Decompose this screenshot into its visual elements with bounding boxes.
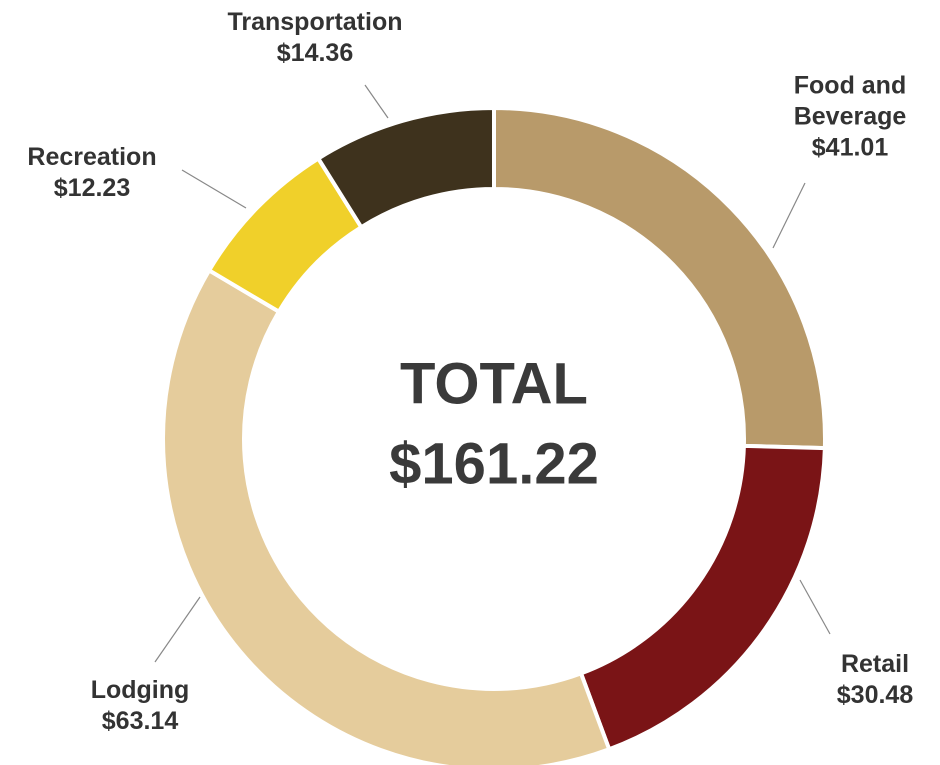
leader-line [799, 579, 831, 635]
center-value: $161.22 [389, 431, 599, 496]
slice-label: Retail $30.48 [795, 649, 940, 711]
leader-line [364, 84, 389, 119]
center-title: TOTAL [400, 351, 588, 416]
slice-label: Transportation $14.36 [195, 7, 435, 69]
value-label: $41.01 [811, 133, 889, 162]
leader-line [154, 596, 201, 663]
value-label: $63.14 [101, 707, 179, 735]
donut-slice [161, 267, 612, 765]
category-name: Lodging [90, 676, 190, 704]
category-name: Recreation [27, 143, 157, 171]
category-name: Retail [840, 650, 910, 678]
donut-slice [315, 105, 496, 230]
leader-line [181, 169, 247, 209]
value-label: $12.23 [53, 174, 131, 202]
donut-slice [578, 443, 827, 752]
slices [161, 105, 827, 765]
category-name: Transportation [227, 8, 403, 36]
slice-label: Recreation $12.23 [0, 142, 187, 204]
leader-line [772, 182, 806, 249]
value-label: $30.48 [836, 681, 914, 709]
slice-label: Food and Beverage $41.01 [775, 71, 925, 164]
slice-label: Lodging $63.14 [60, 675, 220, 737]
category-name: Food and Beverage [793, 71, 907, 131]
value-label: $14.36 [276, 39, 354, 67]
